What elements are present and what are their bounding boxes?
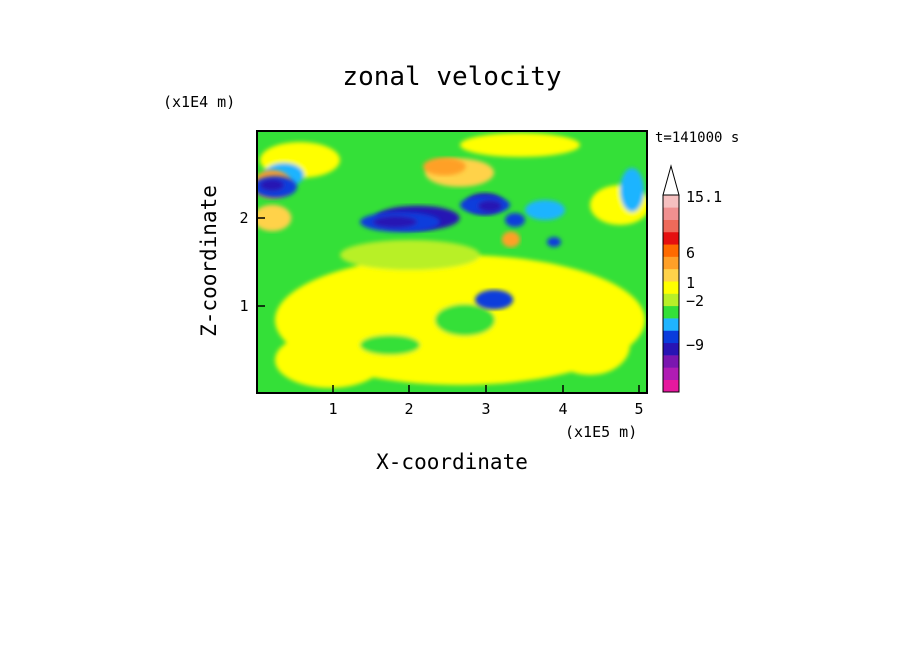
colorbar-label: 1 <box>686 274 695 292</box>
x-scale-label: (x1E5 m) <box>565 423 637 441</box>
colorbar-label: 6 <box>686 244 695 262</box>
colorbar-box <box>663 219 679 233</box>
colorbar-box <box>663 207 679 220</box>
x-tick-label: 2 <box>404 400 413 418</box>
x-axis-label: X-coordinate <box>376 450 528 474</box>
x-tick-label: 3 <box>481 400 490 418</box>
colorbar-box <box>663 281 679 294</box>
colorbar-label: −2 <box>686 292 704 310</box>
colorbar-overflow-arrow <box>662 164 680 196</box>
colorbar-box <box>663 330 679 344</box>
colorbar-box <box>663 305 679 319</box>
colorbar-box <box>663 318 679 331</box>
contour-blob <box>475 289 514 310</box>
colorbar-box <box>663 342 679 356</box>
time-label: t=141000 s <box>655 130 739 146</box>
colorbar-label: 15.1 <box>686 188 722 206</box>
y-axis: 1 2 Z-coordinate <box>197 185 265 337</box>
x-axis: 1 2 3 4 5 (x1E5 m) X-coordinate <box>328 385 644 474</box>
y-axis-label: Z-coordinate <box>197 185 221 337</box>
colorbar-box <box>663 379 679 393</box>
contour-blob <box>501 231 521 248</box>
x-tick-label: 1 <box>328 400 337 418</box>
colorbar-box <box>663 244 679 257</box>
colorbar-box <box>663 231 679 245</box>
contour-field <box>257 131 647 393</box>
colorbar-box <box>663 367 679 380</box>
colorbar-box <box>663 195 679 208</box>
contour-blob <box>257 204 292 232</box>
y-tick-label: 2 <box>239 209 248 227</box>
y-tick-label: 1 <box>239 297 248 315</box>
chart-title: zonal velocity <box>342 62 561 92</box>
colorbar-box <box>663 355 679 368</box>
colorbar: 15.1 6 1 −2 −9 <box>662 164 722 393</box>
colorbar-box <box>663 256 679 270</box>
colorbar-label: −9 <box>686 336 704 354</box>
colorbar-box <box>663 293 679 307</box>
contour-blob <box>423 157 466 176</box>
colorbar-box <box>663 268 679 282</box>
y-scale-label: (x1E4 m) <box>163 93 235 111</box>
x-tick-label: 4 <box>558 400 567 418</box>
x-tick-label: 5 <box>634 400 643 418</box>
plot-frame <box>256 130 648 394</box>
